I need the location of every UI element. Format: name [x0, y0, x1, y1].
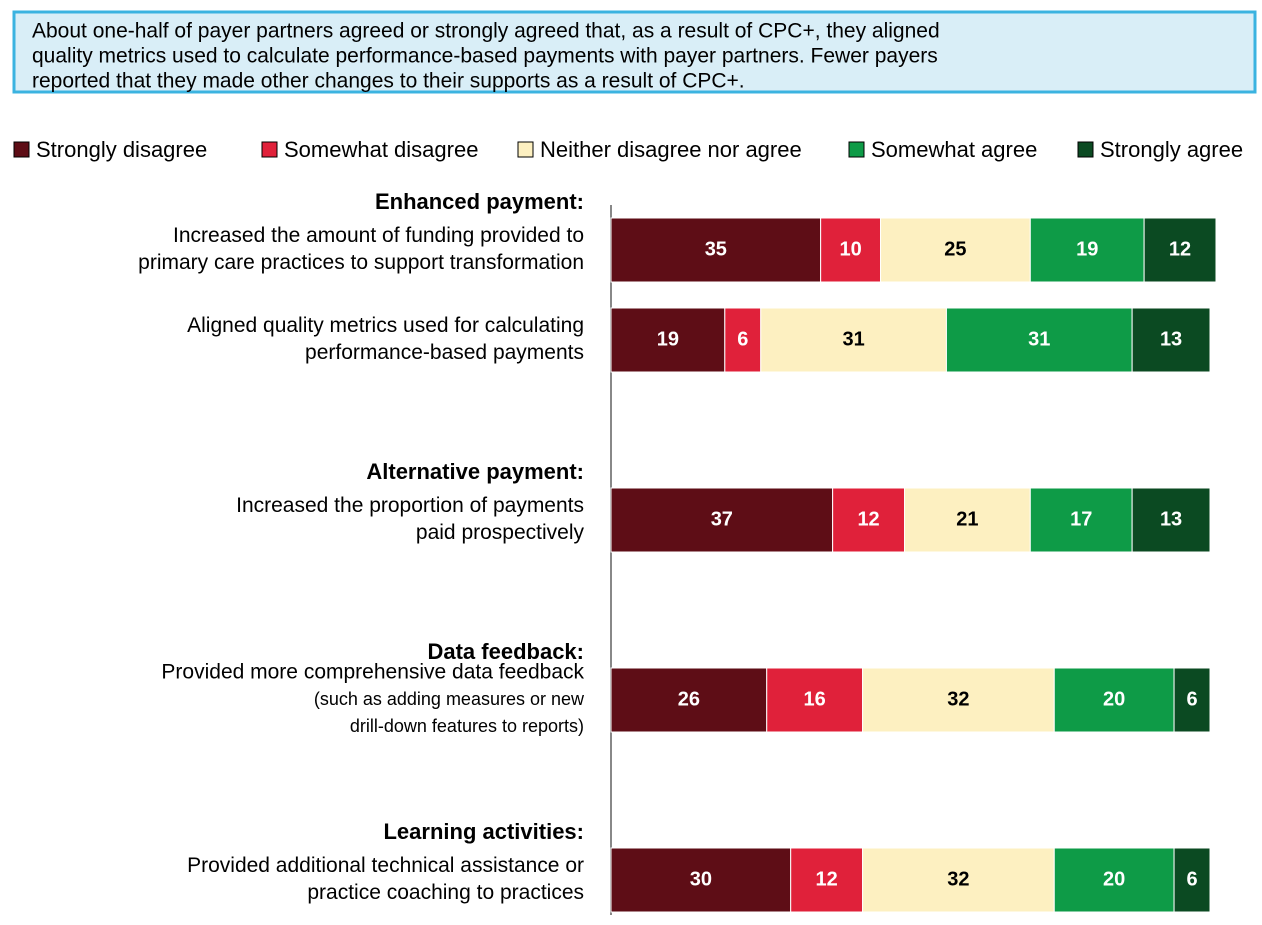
legend-swatch [1077, 141, 1094, 158]
title-line: reported that they made other changes to… [32, 70, 745, 93]
value-label: 26 [678, 688, 700, 710]
value-label: 32 [947, 868, 969, 890]
title-line: About one-half of payer partners agreed … [32, 20, 940, 43]
value-label: 12 [1169, 238, 1191, 260]
value-label: 13 [1160, 328, 1182, 350]
value-label: 37 [711, 508, 733, 530]
bar-segment [1131, 487, 1211, 553]
bar-segment [610, 217, 822, 283]
category-label: Provided more comprehensive data feedbac… [161, 661, 584, 684]
value-label: 10 [839, 238, 861, 260]
legend-swatch [848, 141, 865, 158]
bar-segment [820, 217, 882, 283]
bar-segment [832, 487, 906, 553]
value-label: 12 [857, 508, 879, 530]
value-label: 12 [816, 868, 838, 890]
bar-segment [1131, 307, 1211, 373]
category-label: primary care practices to support transf… [138, 251, 584, 274]
value-label: 30 [690, 868, 712, 890]
group-label: Data feedback: [427, 639, 584, 664]
legend-label: Somewhat agree [871, 137, 1037, 162]
value-label: 6 [737, 328, 748, 350]
bar-segment [1053, 667, 1175, 733]
value-label: 20 [1103, 868, 1125, 890]
group-label: Alternative payment: [366, 459, 584, 484]
category-label: Aligned quality metrics used for calcula… [187, 314, 584, 337]
title-box [12, 10, 1257, 94]
group-label: Learning activities: [383, 819, 584, 844]
bar-segment [862, 847, 1055, 913]
value-label: 19 [657, 328, 679, 350]
legend-label: Somewhat disagree [284, 137, 478, 162]
bar-segment [862, 667, 1055, 733]
group-label: Enhanced payment: [375, 189, 584, 214]
bar-segment [1173, 847, 1211, 913]
value-label: 17 [1070, 508, 1092, 530]
category-label: Provided additional technical assistance… [187, 854, 584, 877]
category-label: Increased the proportion of payments [236, 494, 584, 517]
bar-segment [904, 487, 1031, 553]
value-label: 31 [1028, 328, 1050, 350]
value-label: 6 [1186, 868, 1197, 890]
value-label: 20 [1103, 688, 1125, 710]
bar-segment [945, 307, 1133, 373]
legend-label: Strongly agree [1100, 137, 1243, 162]
value-label: 35 [705, 238, 727, 260]
category-label: drill-down features to reports) [350, 716, 584, 736]
category-label: performance-based payments [305, 341, 584, 364]
value-label: 19 [1076, 238, 1098, 260]
bar-segment [766, 667, 864, 733]
bar-segment [610, 487, 834, 553]
category-label: Increased the amount of funding provided… [173, 224, 584, 247]
legend-label: Neither disagree nor agree [540, 137, 802, 162]
bar-segment [610, 847, 792, 913]
legend-swatch [13, 141, 30, 158]
value-label: 25 [944, 238, 966, 260]
value-label: 13 [1160, 508, 1182, 530]
category-label: practice coaching to practices [307, 881, 584, 904]
value-label: 32 [947, 688, 969, 710]
bar-segment [1029, 487, 1133, 553]
bar-segment [1053, 847, 1175, 913]
value-label: 31 [842, 328, 864, 350]
legend-swatch [261, 141, 278, 158]
value-label: 16 [804, 688, 826, 710]
bar-segment [760, 307, 947, 373]
category-label: paid prospectively [416, 521, 585, 544]
value-label: 6 [1186, 688, 1197, 710]
bar-segment [1173, 667, 1211, 733]
title-line: quality metrics used to calculate perfor… [32, 45, 938, 68]
legend-label: Strongly disagree [36, 137, 207, 162]
category-label: (such as adding measures or new [314, 689, 585, 709]
value-label: 21 [956, 508, 978, 530]
legend-swatch [517, 141, 534, 158]
bar-segment [1143, 217, 1217, 283]
